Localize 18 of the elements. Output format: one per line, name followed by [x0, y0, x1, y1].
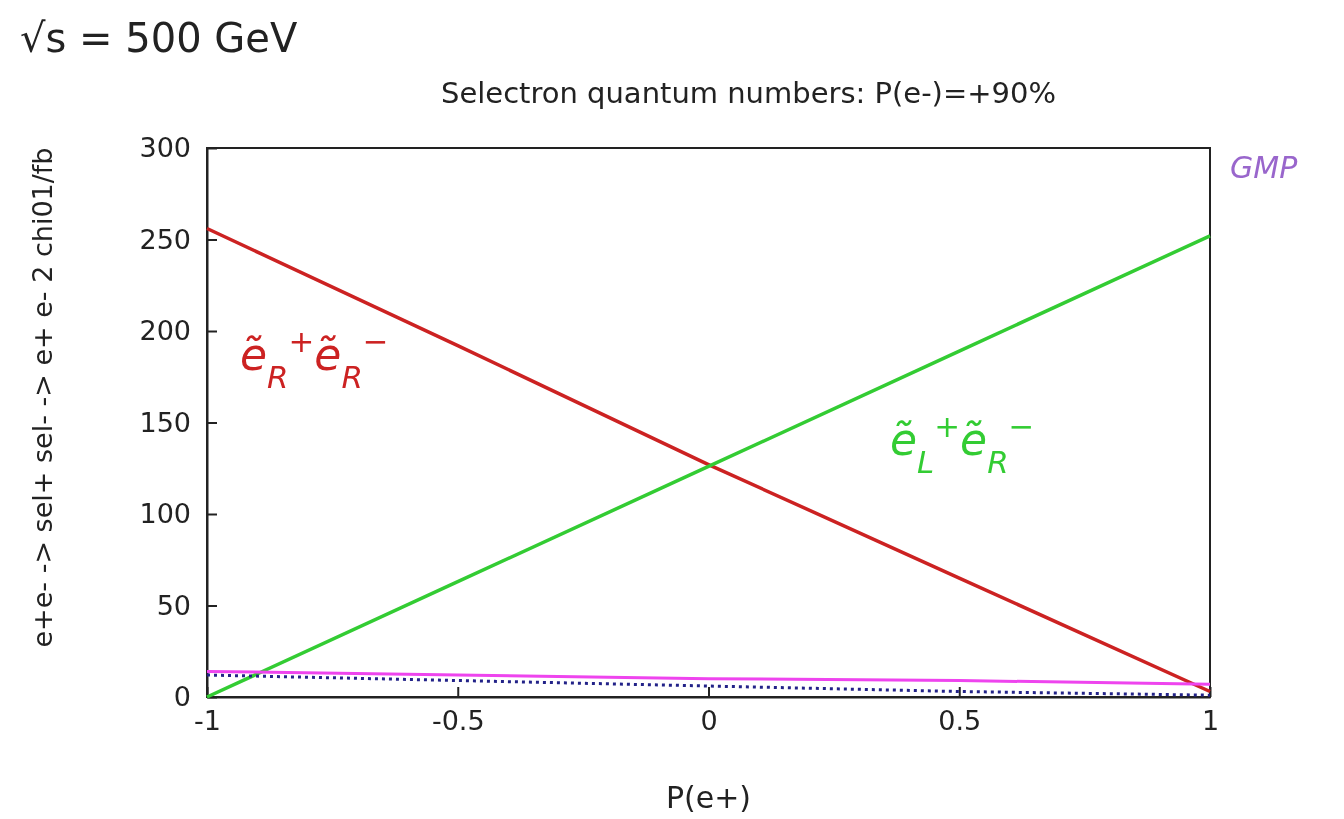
- x-tick-label: 0: [700, 705, 718, 737]
- y-tick-label: 250: [139, 223, 191, 255]
- y-tick-label: 100: [139, 498, 191, 530]
- x-tick-label: -0.5: [431, 705, 485, 737]
- y-axis-title: e+e- -> sel+ sel- -> e+ e- 2 chi01/fb: [27, 147, 58, 648]
- text: GMP: [1230, 150, 1299, 185]
- x-tick-label: 1: [1201, 705, 1220, 737]
- y-tick-label: 200: [139, 315, 191, 347]
- y-tick-label: 150: [139, 406, 191, 438]
- x-tick-label: 0.5: [938, 705, 982, 737]
- chart-subtitle: Selectron quantum numbers: P(e-)=+90%: [440, 76, 1057, 110]
- chart-title: √s = 500 GeV: [20, 15, 298, 61]
- y-tick-label: 300: [139, 132, 191, 164]
- x-tick-label: -1: [194, 705, 221, 737]
- x-axis-title: P(e+): [665, 780, 752, 815]
- line-series: [205, 669, 1212, 686]
- y-tick-label: 50: [156, 589, 191, 621]
- y-tick-label: 0: [173, 681, 191, 713]
